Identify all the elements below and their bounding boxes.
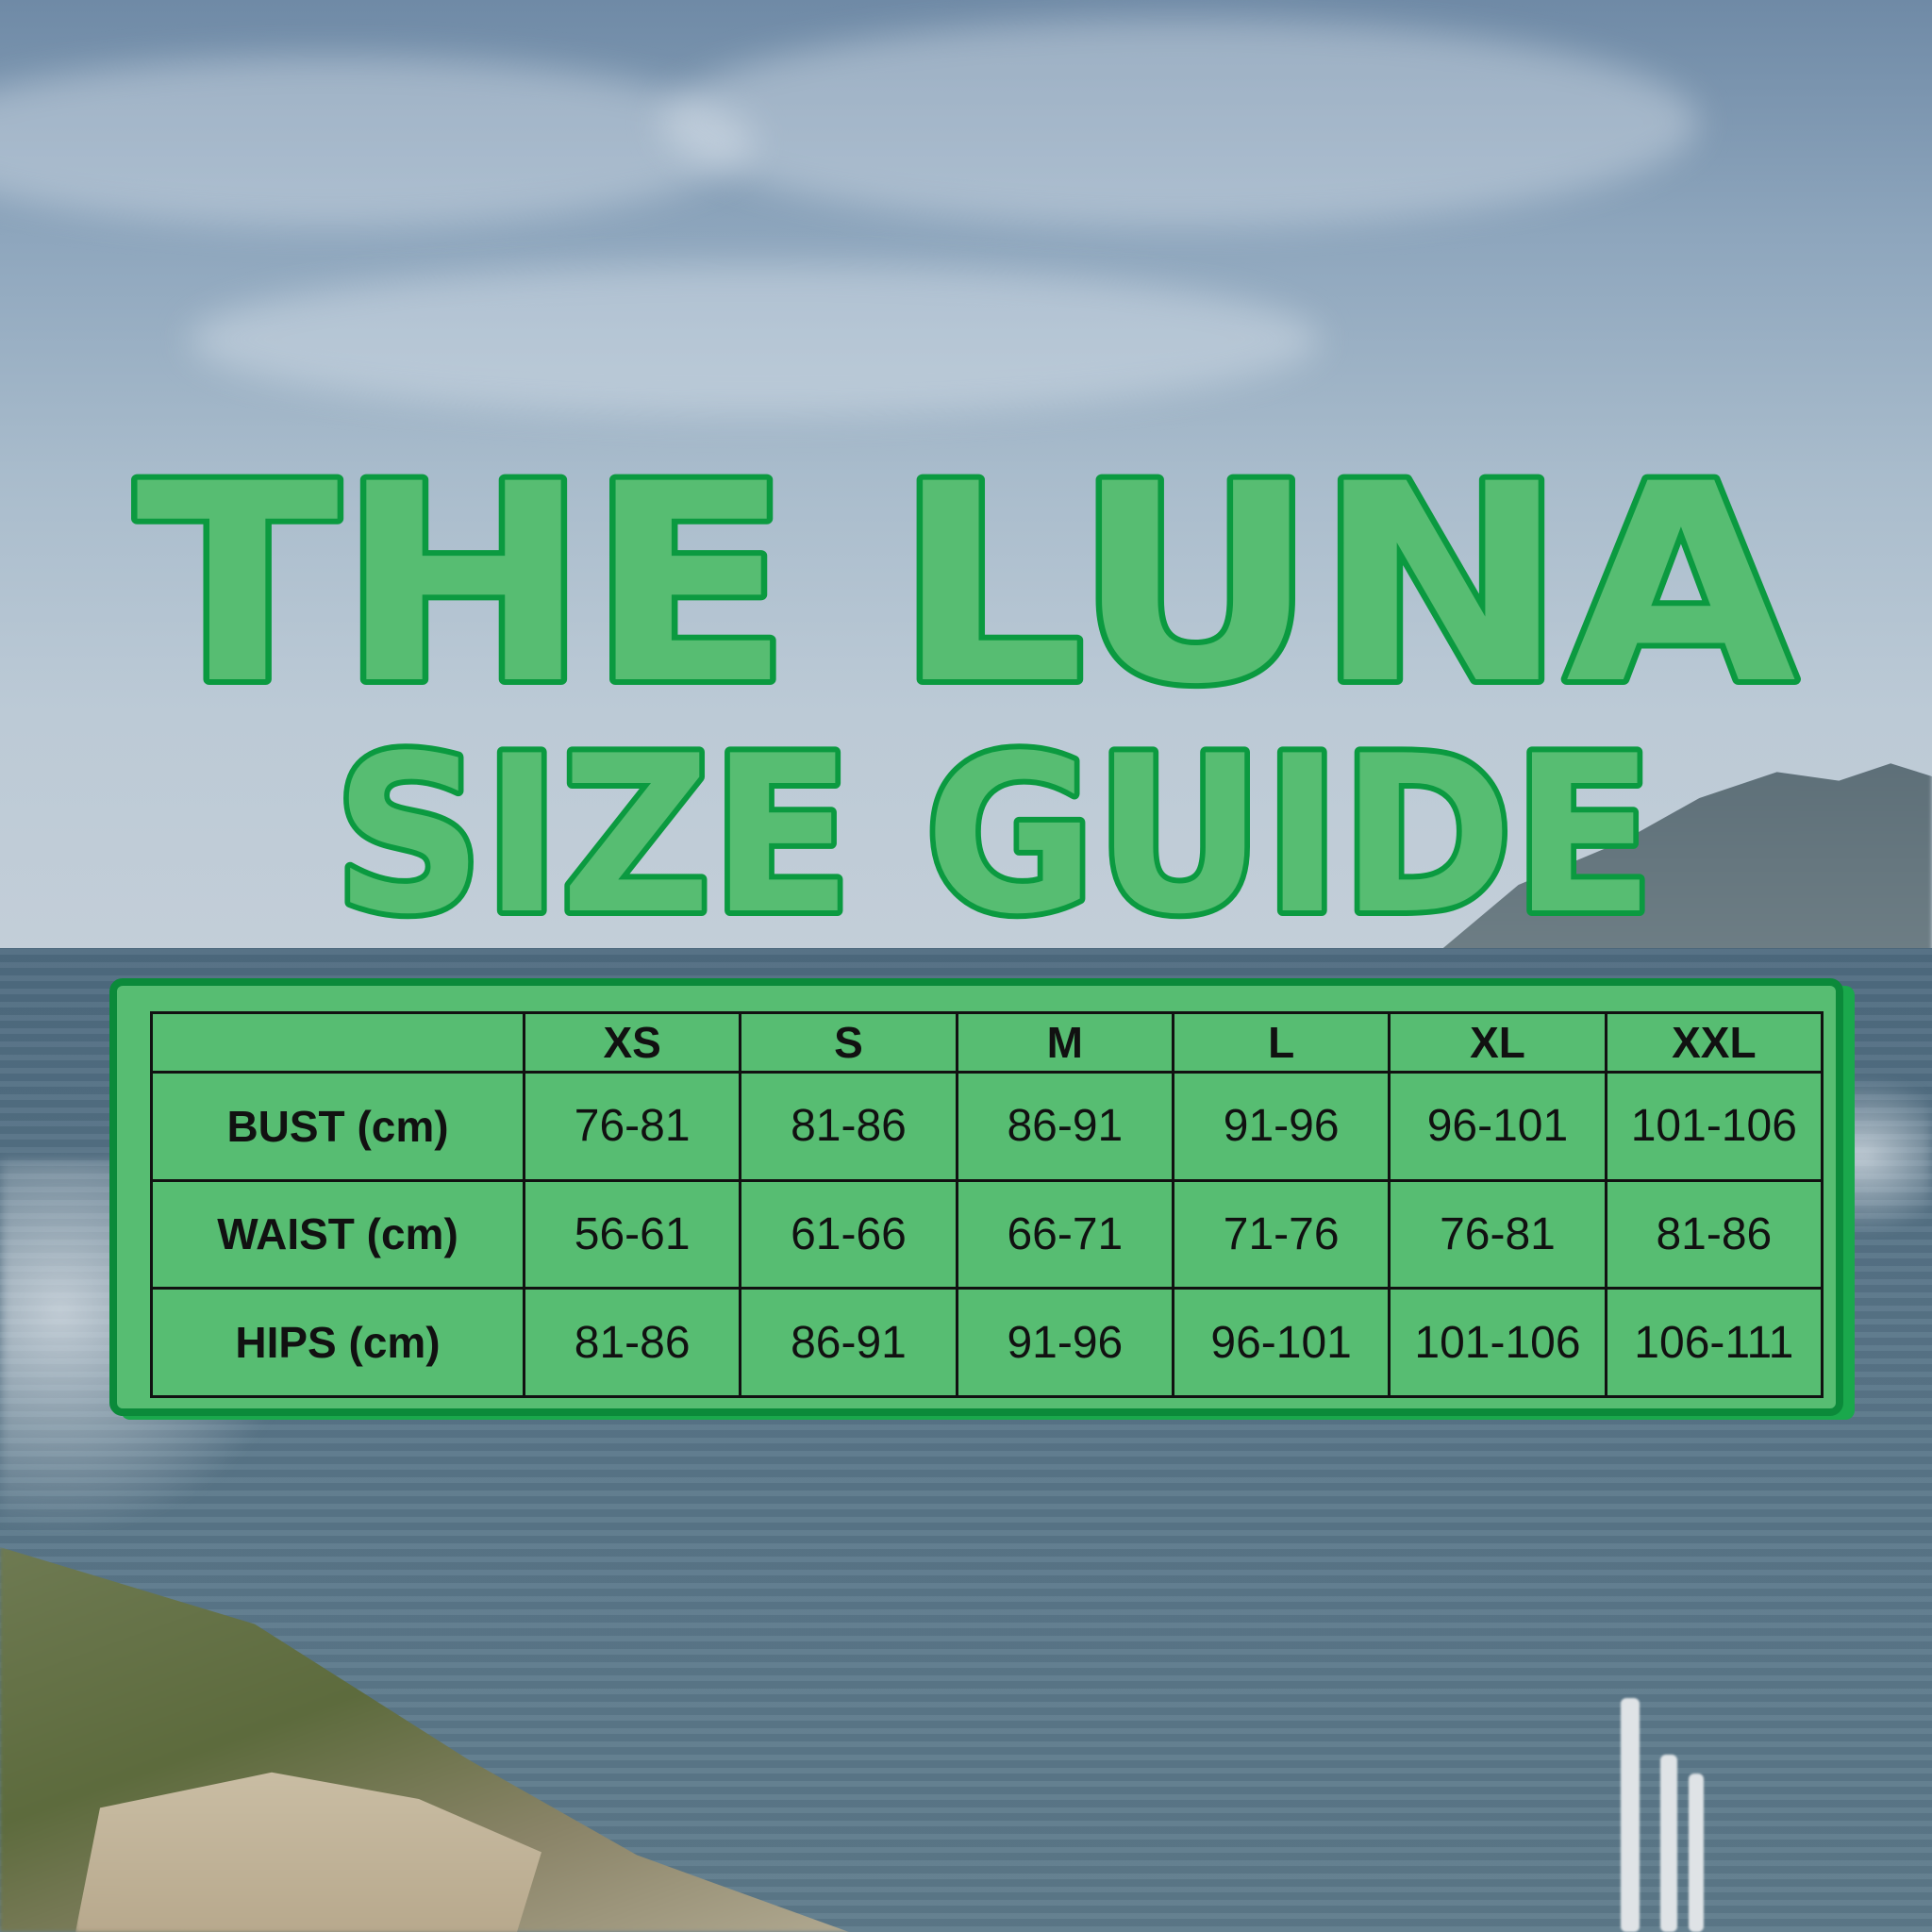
pool-railing: [1621, 1698, 1640, 1932]
title-line-2: SIZE GUIDE: [334, 710, 1655, 962]
table-cell: 106-111: [1604, 1287, 1824, 1398]
table-cell: 96-101: [1388, 1071, 1607, 1182]
table-cell: 86-91: [739, 1287, 958, 1398]
table-cell: 56-61: [522, 1178, 742, 1291]
table-cell: 66-71: [955, 1178, 1174, 1291]
column-header: S: [739, 1011, 958, 1074]
column-header: XXL: [1604, 1011, 1824, 1074]
row-label: WAIST (cm): [150, 1178, 525, 1291]
cloud: [660, 19, 1698, 226]
table-row: HIPS (cm) 81-86 86-91 91-96 96-101 101-1…: [150, 1287, 1824, 1398]
table-cell: 101-106: [1604, 1071, 1824, 1182]
table-row: WAIST (cm) 56-61 61-66 66-71 71-76 76-81…: [150, 1178, 1824, 1291]
pool-railing: [1660, 1755, 1677, 1932]
table-cell: 86-91: [955, 1071, 1174, 1182]
table-cell: 76-81: [522, 1071, 742, 1182]
column-header: M: [955, 1011, 1174, 1074]
corner-cell: [150, 1011, 525, 1074]
table-cell: 81-86: [739, 1071, 958, 1182]
table-cell: 81-86: [522, 1287, 742, 1398]
size-table-card: XS S M L XL XXL BUST (cm) 76-81 81-86 86…: [109, 978, 1843, 1416]
table-cell: 81-86: [1604, 1178, 1824, 1291]
column-header: L: [1171, 1011, 1391, 1074]
column-header: XS: [522, 1011, 742, 1074]
row-label: BUST (cm): [150, 1071, 525, 1182]
table-header-row: XS S M L XL XXL: [150, 1011, 1824, 1074]
table-cell: 71-76: [1171, 1178, 1391, 1291]
table-row: BUST (cm) 76-81 81-86 86-91 91-96 96-101…: [150, 1071, 1824, 1182]
table-cell: 91-96: [955, 1287, 1174, 1398]
row-label: HIPS (cm): [150, 1287, 525, 1398]
table-cell: 101-106: [1388, 1287, 1607, 1398]
pool-railing: [1689, 1774, 1704, 1932]
column-header: XL: [1388, 1011, 1607, 1074]
size-table: XS S M L XL XXL BUST (cm) 76-81 81-86 86…: [150, 1011, 1824, 1398]
cloud: [189, 264, 1321, 415]
table-cell: 61-66: [739, 1178, 958, 1291]
table-cell: 76-81: [1388, 1178, 1607, 1291]
table-cell: 96-101: [1171, 1287, 1391, 1398]
cloud: [0, 57, 755, 226]
table-cell: 91-96: [1171, 1071, 1391, 1182]
title-line-1: THE LUNA: [136, 426, 1798, 744]
sky: [0, 0, 1932, 953]
